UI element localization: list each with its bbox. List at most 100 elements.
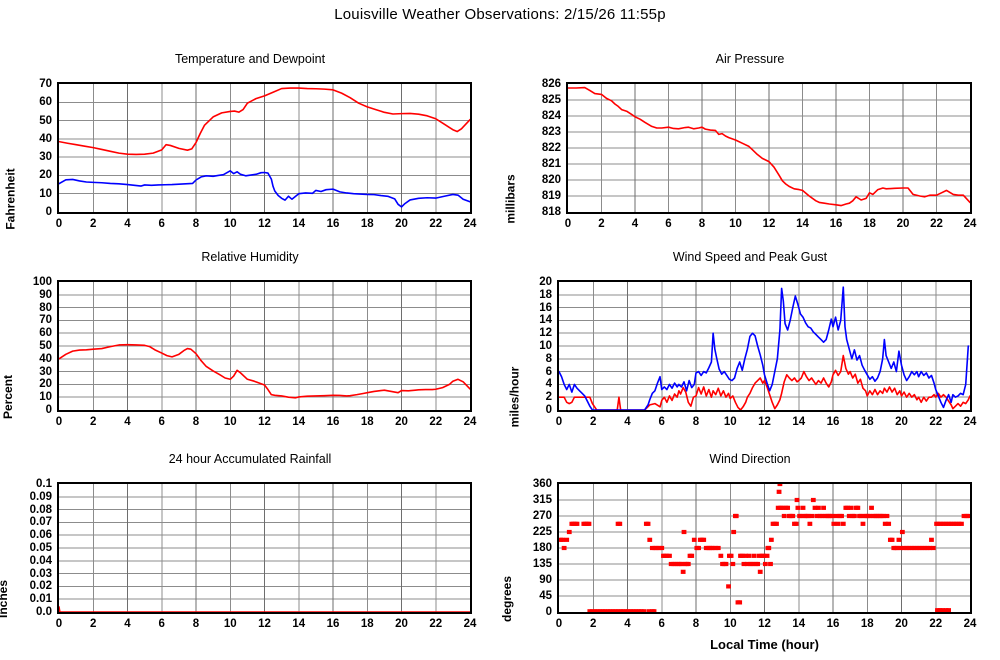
- y-tick-rainfall: 0.03: [29, 567, 52, 580]
- x-tick-rainfall: 16: [326, 618, 340, 630]
- chart-title-temperature: Temperature and Dewpoint: [174, 52, 326, 66]
- y-tick-wind_speed: 4: [545, 378, 552, 391]
- x-tick-wind_direction: 24: [963, 618, 977, 630]
- x-tick-wind_direction: 22: [929, 618, 943, 630]
- x-tick-pressure: 2: [598, 218, 605, 230]
- y-tick-humidity: 50: [39, 340, 52, 352]
- y-tick-temperature: 60: [39, 96, 52, 109]
- x-tick-pressure: 8: [698, 218, 706, 230]
- x-axis-label-wind-direction: Local Time (hour): [710, 637, 819, 652]
- x-tick-wind_speed: 22: [929, 416, 943, 428]
- x-tick-wind_direction: 12: [758, 618, 771, 630]
- x-tick-wind_direction: 20: [895, 618, 908, 630]
- x-tick-wind_direction: 2: [590, 618, 597, 630]
- chart-title-wind-speed: Wind Speed and Peak Gust: [672, 250, 828, 264]
- page-title: Louisville Weather Observations: 2/15/26…: [334, 6, 666, 23]
- x-tick-temperature: 2: [90, 218, 97, 230]
- plot-area-temperature: [57, 82, 472, 214]
- x-tick-pressure: 12: [762, 218, 776, 230]
- y-tick-humidity: 80: [39, 301, 52, 314]
- x-tick-humidity: 22: [429, 416, 443, 428]
- x-tick-wind_speed: 6: [658, 416, 665, 428]
- x-tick-rainfall: 24: [463, 618, 477, 630]
- y-tick-rainfall: 0.09: [29, 490, 52, 503]
- x-tick-wind_speed: 20: [895, 416, 908, 428]
- y-tick-wind_direction: 225: [532, 526, 552, 538]
- x-tick-humidity: 20: [395, 416, 408, 428]
- y-tick-pressure: 818: [541, 206, 561, 218]
- x-tick-pressure: 14: [796, 218, 809, 230]
- y-tick-humidity: 40: [39, 352, 52, 365]
- x-tick-temperature: 4: [124, 218, 131, 230]
- panel-pressure: Air Pressure millibars 818 819 820 821 822 82…: [500, 52, 1000, 247]
- chart-title-wind-direction: Wind Direction: [709, 452, 791, 466]
- x-tick-temperature: 14: [292, 218, 306, 230]
- y-tick-wind_direction: 45: [539, 590, 552, 602]
- x-tick-temperature: 10: [223, 218, 237, 230]
- x-tick-humidity: 4: [124, 416, 131, 428]
- x-tick-humidity: 8: [192, 416, 200, 428]
- y-tick-wind_direction: 180: [532, 542, 552, 554]
- y-tick-temperature: 40: [39, 132, 52, 145]
- y-tick-pressure: 825: [541, 94, 561, 106]
- y-tick-rainfall: 0.08: [29, 503, 52, 516]
- y-tick-humidity: 30: [39, 365, 52, 378]
- x-tick-rainfall: 6: [158, 618, 165, 630]
- y-tick-pressure: 819: [541, 190, 561, 202]
- x-tick-humidity: 0: [55, 416, 63, 428]
- x-tick-wind_direction: 18: [860, 618, 874, 630]
- x-tick-wind_speed: 2: [590, 416, 597, 428]
- x-tick-wind_speed: 12: [758, 416, 771, 428]
- x-tick-pressure: 10: [729, 218, 742, 230]
- plot-area-humidity: [57, 280, 472, 412]
- x-tick-wind_direction: 4: [624, 618, 631, 630]
- y-tick-wind_speed: 2: [545, 391, 552, 404]
- x-tick-pressure: 6: [665, 218, 672, 230]
- x-tick-humidity: 24: [463, 416, 477, 428]
- x-tick-temperature: 12: [258, 218, 271, 230]
- y-tick-humidity: 90: [39, 288, 52, 301]
- x-tick-wind_speed: 4: [624, 416, 631, 428]
- x-tick-wind_speed: 8: [692, 416, 700, 428]
- x-tick-rainfall: 0: [55, 618, 63, 630]
- y-tick-wind_speed: 18: [539, 288, 552, 301]
- y-tick-wind_speed: 14: [539, 314, 552, 327]
- y-tick-rainfall: 0.04: [29, 554, 52, 567]
- x-tick-wind_direction: 0: [555, 618, 563, 630]
- x-tick-humidity: 18: [360, 416, 374, 428]
- x-tick-temperature: 16: [326, 218, 340, 230]
- y-tick-humidity: 100: [32, 276, 52, 288]
- y-tick-temperature: 0: [45, 206, 52, 218]
- chart-title-rainfall: 24 hour Accumulated Rainfall: [168, 452, 332, 466]
- x-tick-wind_speed: 24: [963, 416, 977, 428]
- panel-humidity: Relative Humidity Percent 0 10 20 30 40 50 60 7…: [0, 250, 500, 445]
- x-tick-rainfall: 14: [292, 618, 306, 630]
- y-tick-humidity: 70: [39, 314, 52, 327]
- x-tick-temperature: 6: [158, 218, 165, 230]
- y-tick-temperature: 20: [39, 169, 52, 182]
- y-tick-rainfall: 0.1: [36, 478, 52, 490]
- x-tick-humidity: 2: [90, 416, 97, 428]
- panel-wind-direction: Wind Direction degrees 0 45 90 135 180 225 270…: [500, 452, 1000, 652]
- x-tick-temperature: 18: [360, 218, 374, 230]
- y-tick-pressure: 820: [541, 174, 561, 186]
- y-tick-humidity: 20: [39, 378, 52, 391]
- x-tick-wind_direction: 16: [826, 618, 840, 630]
- panel-temperature: Temperature and Dewpoint Fahrenheit 0 10 2…: [0, 52, 500, 247]
- x-tick-rainfall: 20: [395, 618, 408, 630]
- y-tick-wind_speed: 8: [545, 352, 552, 365]
- x-tick-pressure: 0: [564, 218, 572, 230]
- chart-title-humidity: Relative Humidity: [201, 250, 299, 264]
- x-tick-rainfall: 8: [192, 618, 200, 630]
- x-tick-pressure: 18: [863, 218, 876, 230]
- y-tick-humidity: 60: [39, 327, 52, 340]
- plot-area-wind-direction: [557, 482, 972, 614]
- y-tick-rainfall: 0.06: [29, 529, 52, 542]
- panel-rainfall: 24 hour Accumulated Rainfall Inches 0.0 0…: [0, 452, 500, 652]
- x-tick-rainfall: 18: [360, 618, 374, 630]
- x-tick-humidity: 16: [326, 416, 340, 428]
- chart-title-pressure: Air Pressure: [715, 52, 785, 66]
- y-tick-wind_speed: 16: [539, 301, 552, 314]
- y-tick-wind_speed: 12: [539, 327, 552, 340]
